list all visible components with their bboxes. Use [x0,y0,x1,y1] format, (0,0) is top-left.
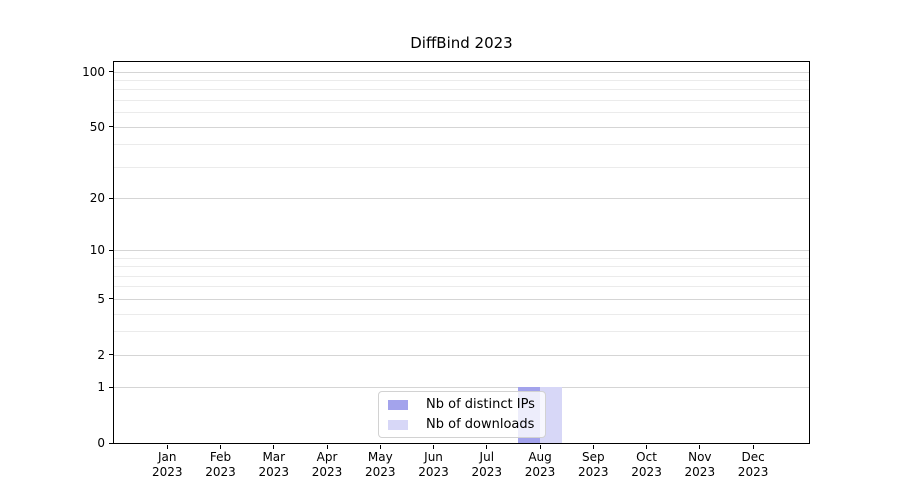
x-tick-label: Mar 2023 [258,450,289,480]
x-tick-month: Jun [424,450,443,464]
x-tick-year: 2023 [151,465,183,479]
x-tick-month: Feb [209,450,232,464]
x-tick-label: Dec 2023 [738,450,769,480]
y-tick [109,354,113,356]
x-tick-year: 2023 [631,465,662,479]
plot-area: 0 1 2 5 10 20 50 100 Jan 2023 Feb 2023 Mar 2023 Apr 20… [82,61,810,479]
gridline-minor [114,80,809,82]
x-tick [273,445,275,449]
gridline-major [114,71,809,73]
x-tick-label: Nov 2023 [685,450,716,480]
y-tick [109,249,113,251]
x-tick-month: Jan [157,450,177,464]
x-tick-month: Aug [528,450,552,464]
y-tick [109,442,113,444]
x-tick-label: May 2023 [365,450,396,480]
x-tick-year: 2023 [737,465,769,479]
x-tick-label: Oct 2023 [631,450,662,480]
x-tick [752,445,754,449]
legend: Nb of distinct IPs Nb of downloads [378,391,546,438]
x-tick-year: 2023 [471,465,503,479]
y-tick [109,126,113,128]
x-tick-month: Nov [688,450,712,464]
legend-item-downloads: Nb of downloads [388,417,536,432]
gridline-minor [114,266,809,268]
gridline-minor [114,112,809,114]
x-tick [486,445,488,449]
y-tick [109,298,113,300]
legend-item-distinct-ips: Nb of distinct IPs [388,397,536,412]
y-tick-label: 50 [89,119,105,134]
x-tick [433,445,435,449]
x-tick [699,445,701,449]
gridline-minor [114,100,809,102]
gridline-major [114,354,809,356]
x-tick-label: Jul 2023 [472,450,503,480]
x-tick-year: 2023 [524,465,556,479]
y-tick-label: 1 [97,380,105,395]
y-tick-label: 5 [97,291,105,306]
legend-label-downloads: Nb of downloads [426,417,535,432]
legend-swatch-distinct-ips [388,399,408,410]
x-tick-month: Jul [479,450,495,464]
x-tick [326,445,328,449]
x-tick-year: 2023 [205,465,236,479]
x-tick-year: 2023 [365,465,396,479]
gridline-minor [114,144,809,146]
gridline-minor [114,275,809,277]
x-tick [166,445,168,449]
chart-title: DiffBind 2023 [410,34,513,52]
x-tick-label: Jun 2023 [418,450,449,480]
y-tick [109,197,113,199]
x-tick-year: 2023 [684,465,716,479]
legend-label-distinct-ips: Nb of distinct IPs [426,397,535,412]
x-tick-month: Dec [741,450,765,464]
x-tick-month: Mar [262,450,286,464]
x-tick-year: 2023 [258,465,290,479]
x-tick-month: Apr [316,450,338,464]
gridline-major [114,198,809,200]
x-tick-year: 2023 [418,465,449,479]
x-tick [539,445,541,449]
x-tick-month: May [367,450,393,464]
gridline-minor [114,166,809,168]
x-tick [220,445,221,449]
x-tick-month: Sep [581,450,605,464]
x-tick [379,445,381,449]
y-tick-label: 100 [82,64,105,79]
legend-swatch-downloads [388,419,408,430]
x-tick-label: Jan 2023 [152,450,183,480]
x-tick [592,445,594,449]
gridline-major [114,298,809,300]
x-tick-label: Feb 2023 [205,450,236,480]
gridline-major [114,250,809,252]
y-tick-label: 0 [97,436,105,450]
y-tick-label: 10 [89,243,105,258]
gridline-major [114,126,809,128]
gridline-minor [114,89,809,91]
gridline-major [114,387,809,389]
x-tick [646,445,648,449]
x-tick-label: Apr 2023 [312,450,343,480]
x-tick-label: Sep 2023 [578,450,609,480]
y-tick-label: 20 [89,191,105,206]
x-tick-label: Aug 2023 [525,450,556,480]
x-tick-year: 2023 [578,465,609,479]
gridline-minor [114,257,809,259]
gridline-minor [114,286,809,288]
gridline-minor [114,313,809,315]
gridline-minor [114,331,809,333]
y-tick-label: 2 [97,347,105,362]
x-tick-year: 2023 [311,465,343,479]
y-tick [109,386,113,388]
x-tick-month: Oct [636,450,657,464]
y-tick [109,71,113,73]
